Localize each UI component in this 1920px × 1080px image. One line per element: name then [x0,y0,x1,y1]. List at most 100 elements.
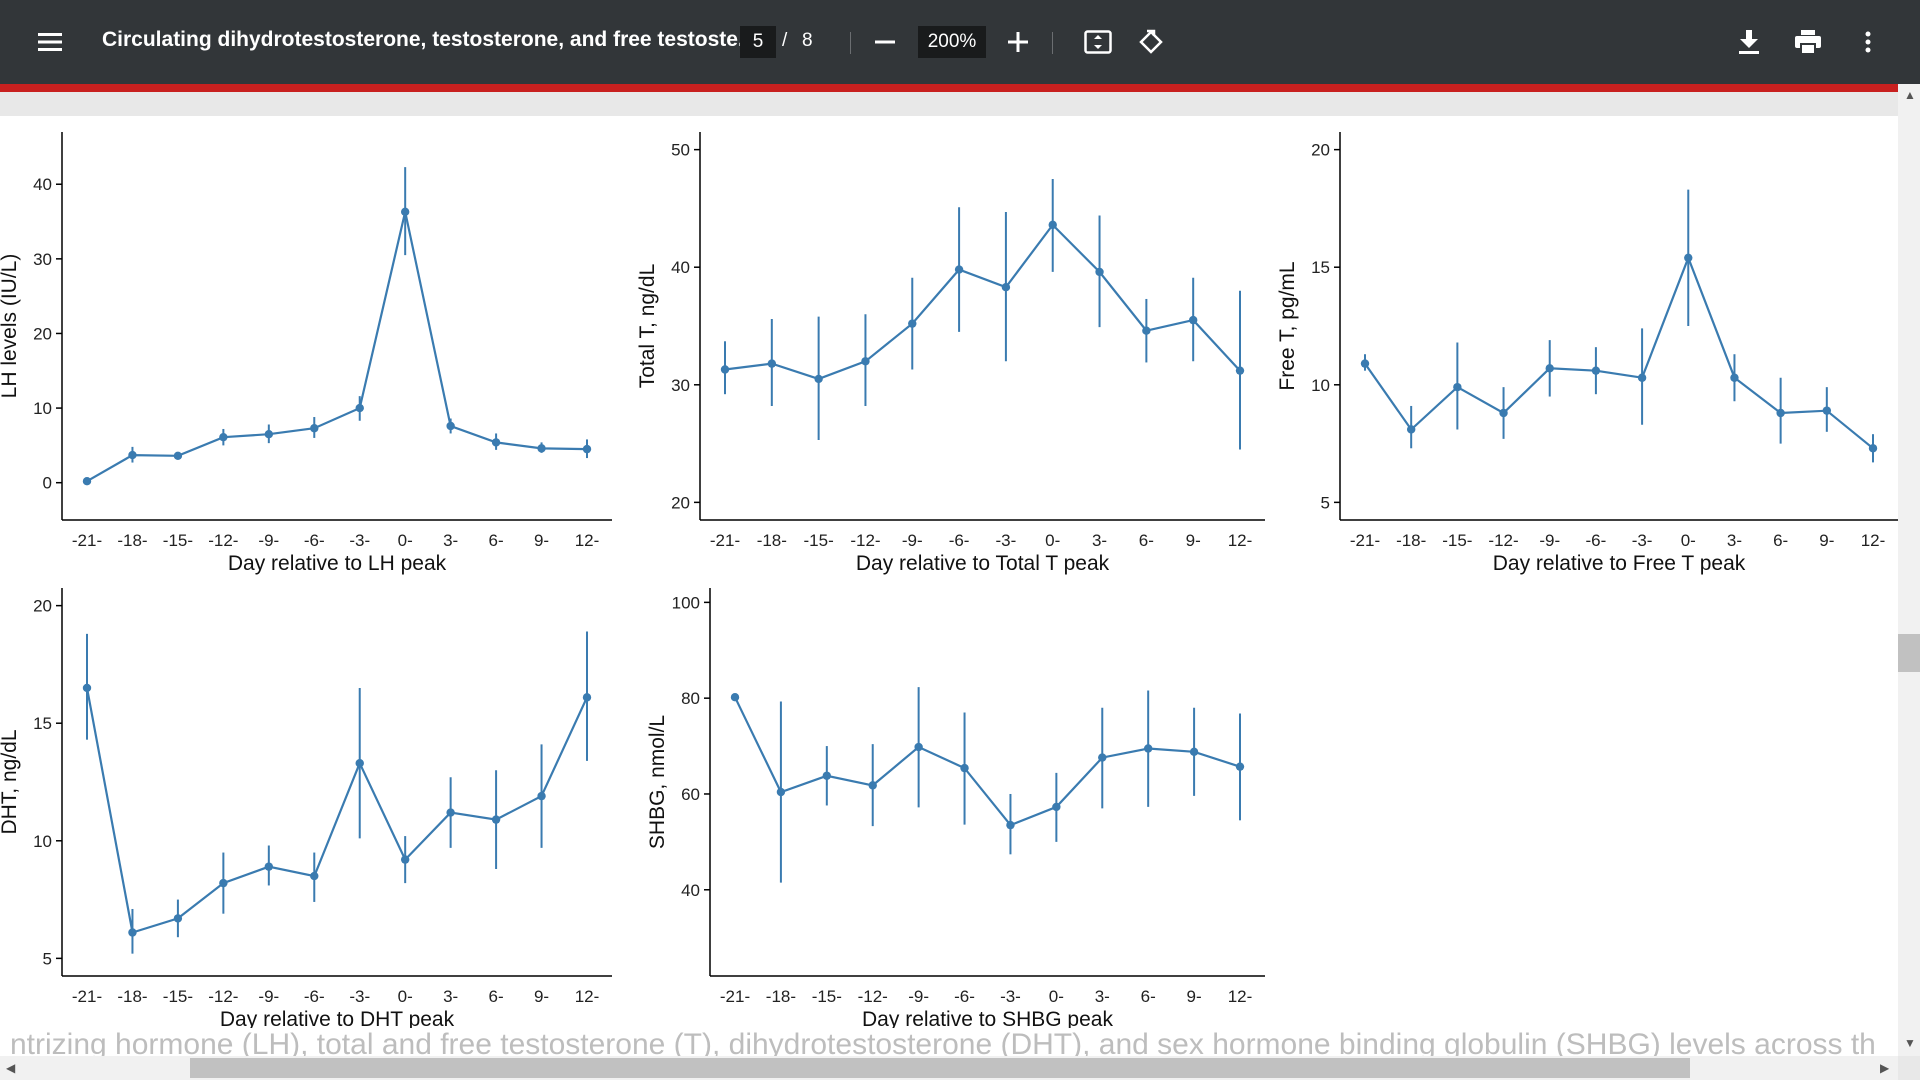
data-point [776,787,786,797]
x-tick-label: -3- [349,987,370,1006]
data-point [1048,220,1057,230]
toolbar-divider [1052,32,1053,54]
x-axis-label: Day relative to Total T peak [856,552,1110,575]
x-tick-label: -9- [258,531,279,550]
x-tick-label: -21- [710,531,740,550]
data-point [1235,366,1245,375]
horizontal-scroll-thumb[interactable] [190,1058,1690,1078]
data-point [720,365,730,374]
x-tick-label: 6- [1773,531,1788,550]
x-axis-label: Day relative to DHT peak [220,1008,455,1028]
download-button[interactable] [1729,22,1769,62]
x-tick-label: -12- [1488,531,1518,550]
x-tick-label: -15- [812,987,842,1006]
x-tick-label: -18- [1396,531,1426,550]
x-tick-label: 3- [1095,987,1110,1006]
x-tick-label: 0- [1045,531,1060,550]
data-point [1052,802,1061,812]
scroll-right-arrow[interactable]: ▶ [1880,1061,1890,1075]
x-tick-label: 6- [489,987,504,1006]
data-point [914,742,923,752]
x-tick-label: -15- [163,987,193,1006]
data-point [1730,373,1739,382]
y-axis-label: DHT, ng/dL [0,729,21,834]
scroll-up-arrow[interactable]: ▲ [1904,88,1916,102]
page-total: 8 [802,30,813,51]
scroll-left-arrow[interactable]: ◀ [6,1061,16,1075]
y-tick-label: 60 [681,785,700,804]
data-point [1001,283,1011,292]
data-point [960,763,969,773]
zoom-in-button[interactable] [998,22,1038,62]
rotate-button[interactable] [1131,22,1171,62]
figure-panels: 0 10 20 30 40 -21- -18- -15- -12- -9- -6- -3- 0- 3- 6-… [0,132,1898,1028]
data-point [1360,359,1370,368]
series-line [1364,254,1874,450]
data-point [537,444,546,453]
y-tick-label: 20 [33,597,52,616]
y-tick-label: 100 [672,593,700,612]
data-point [1591,366,1601,375]
y-tick-label: 0 [43,474,52,493]
data-point [861,357,870,366]
scroll-down-arrow[interactable]: ▼ [1904,1036,1916,1050]
data-point [82,477,92,486]
pdf-toolbar: Circulating dihydrotestosterone, testost… [0,0,1920,84]
x-tick-label: -21- [720,987,750,1006]
y-axis-label: LH levels (IU/L) [0,254,21,399]
vertical-scroll-thumb[interactable] [1898,634,1920,672]
data-point [446,808,455,817]
print-button[interactable] [1788,22,1828,62]
x-tick-label: -3- [349,531,370,550]
data-point [219,878,228,888]
y-tick-label: 40 [33,175,52,194]
document-title: Circulating dihydrotestosterone, testost… [102,28,756,51]
x-tick-label: -6- [954,987,975,1006]
x-tick-label: -15- [1442,531,1472,550]
x-tick-label: -21- [1350,531,1380,550]
y-tick-label: 15 [1311,258,1330,277]
y-tick-label: 10 [33,832,52,851]
fit-page-button[interactable] [1078,22,1118,62]
data-point [264,429,274,439]
zoom-out-button[interactable] [865,22,905,62]
page-number-input[interactable]: 5 [740,26,776,58]
x-tick-label: 9- [1187,987,1202,1006]
x-tick-label: 6- [1139,531,1154,550]
print-icon [1795,30,1821,54]
data-point [954,265,964,274]
y-tick-label: 30 [671,376,690,395]
data-point [173,451,183,461]
x-tick-label: -9- [258,987,279,1006]
x-tick-label: -21- [72,987,102,1006]
data-point [767,359,777,368]
x-tick-label: -15- [804,531,834,550]
x-tick-label: 6- [489,531,504,550]
y-tick-label: 20 [671,493,690,512]
x-tick-label: -3- [1632,531,1653,550]
y-tick-label: 20 [1311,141,1330,160]
y-tick-label: 40 [681,881,700,900]
data-point [491,438,501,447]
y-tick-label: 80 [681,689,700,708]
y-tick-label: 30 [33,250,52,269]
page-caption-text: ntrizing hormone (LH), total and free te… [0,1028,1898,1056]
x-tick-label: -18- [766,987,796,1006]
rotate-icon [1139,29,1163,54]
y-axis-label: Total T, ng/dL [636,264,659,389]
data-point [1776,408,1785,418]
toolbar-divider [850,32,851,54]
menu-icon [38,33,62,51]
y-tick-label: 20 [33,324,52,343]
zoom-input[interactable]: 200% [918,26,986,58]
data-point [1822,406,1832,415]
x-tick-label: 0- [1049,987,1064,1006]
x-tick-label: -6- [949,531,970,550]
data-point [868,781,877,790]
more-options-button[interactable] [1848,22,1888,62]
x-tick-label: 12- [575,531,600,550]
fit-page-icon [1084,30,1112,54]
zoom-out-icon [875,40,895,44]
vertical-scrollbar[interactable] [1898,84,1920,1056]
menu-button[interactable] [30,22,70,62]
